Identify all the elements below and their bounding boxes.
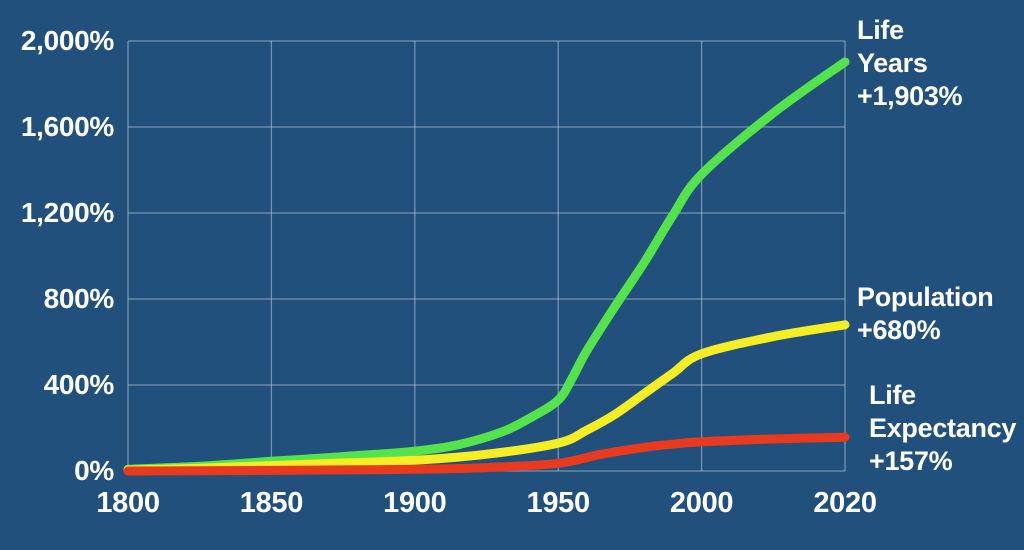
y-tick-label: 0% <box>74 455 114 486</box>
annotation-value: +1,903% <box>857 81 963 111</box>
y-tick-label: 400% <box>43 369 115 400</box>
x-tick-label: 1800 <box>96 487 160 519</box>
annotation-line: Life <box>869 380 916 410</box>
annotation-value: +680% <box>857 315 941 345</box>
x-tick-label: 1950 <box>526 487 591 519</box>
y-tick-label: 1,600% <box>20 111 114 142</box>
annotation-value: +157% <box>869 446 953 476</box>
series-line-life_years <box>123 57 850 474</box>
annotation-line: Population <box>857 282 994 312</box>
gridlines <box>127 40 846 472</box>
annotation-population: Population +680% <box>857 281 994 347</box>
series-line-population <box>123 320 850 475</box>
series-lines <box>123 57 850 476</box>
annotation-line: Life <box>857 15 904 45</box>
x-tick-label: 1850 <box>239 487 304 519</box>
x-tick-label: 2020 <box>813 487 877 519</box>
series-line-life_expectancy <box>123 432 850 476</box>
x-tick-label: 2000 <box>669 487 734 519</box>
annotation-line: Years <box>857 48 928 78</box>
annotation-life-expectancy: Life Expectancy +157% <box>869 379 1016 478</box>
y-tick-label: 800% <box>43 283 115 314</box>
annotation-life-years: Life Years +1,903% <box>857 14 963 113</box>
annotation-line: Expectancy <box>869 413 1017 443</box>
y-tick-label: 1,200% <box>20 197 114 228</box>
x-tick-label: 1900 <box>383 487 447 519</box>
y-tick-label: 2,000% <box>20 25 114 56</box>
